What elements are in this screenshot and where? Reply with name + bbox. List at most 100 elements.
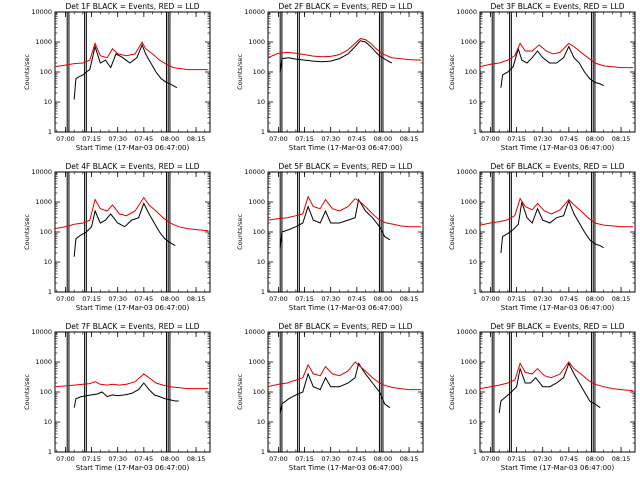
x-tick-label: 08:15 <box>400 135 419 143</box>
x-tick-label: 08:00 <box>374 295 393 303</box>
y-tick-label: 1 <box>48 448 52 456</box>
y-tick-label: 10000 <box>456 8 477 16</box>
x-tick-label: 07:00 <box>481 455 500 463</box>
series-line-events <box>73 202 176 257</box>
x-tick-label: 07:15 <box>295 295 314 303</box>
y-axis-label: Counts/sec <box>23 54 31 90</box>
x-tick-label: 07:00 <box>481 135 500 143</box>
x-tick-label: 08:00 <box>374 135 393 143</box>
series-line-lld <box>55 40 209 71</box>
x-axis-label: Start Time (17-Mar-03 06:47:00) <box>501 144 615 152</box>
x-tick-label: 08:15 <box>612 135 631 143</box>
series-line-events <box>498 362 601 414</box>
series-line-events <box>500 45 604 88</box>
y-tick-label: 10 <box>44 258 52 266</box>
detector-panel: Det 6F BLACK = Events, RED = LLD 1 10 100 10… <box>448 162 636 312</box>
x-tick-label: 07:45 <box>347 135 366 143</box>
panel-title: Det 4F BLACK = Events, RED = LLD <box>66 162 200 171</box>
y-tick-label: 100 <box>253 388 265 396</box>
x-tick-label: 08:15 <box>400 295 419 303</box>
plot-frame <box>54 331 211 453</box>
y-tick-label: 10 <box>469 418 477 426</box>
detector-panel: Det 7F BLACK = Events, RED = LLD 1 10 100 10… <box>23 322 211 472</box>
x-tick-label: 07:30 <box>321 295 340 303</box>
detector-panel: Det 4F BLACK = Events, RED = LLD 1 10 100 10… <box>23 162 211 312</box>
x-axis-label: Start Time (17-Mar-03 06:47:00) <box>289 304 403 312</box>
y-tick-label: 10000 <box>456 168 477 176</box>
detector-panel: Det 9F BLACK = Events, RED = LLD 1 10 100 10… <box>448 322 636 472</box>
plot-frame <box>479 331 636 453</box>
panel-title: Det 3F BLACK = Events, RED = LLD <box>491 2 625 11</box>
x-tick-label: 07:15 <box>82 455 101 463</box>
x-axis-label: Start Time (17-Mar-03 06:47:00) <box>76 464 190 472</box>
y-tick-label: 1000 <box>460 38 477 46</box>
x-tick-label: 07:30 <box>108 455 127 463</box>
y-tick-label: 1 <box>48 128 52 136</box>
series-line-lld <box>480 42 634 69</box>
series-line-lld <box>55 373 209 390</box>
x-tick-label: 08:15 <box>612 455 631 463</box>
x-tick-label: 08:00 <box>586 295 605 303</box>
x-tick-label: 07:00 <box>56 135 75 143</box>
x-tick-label: 07:45 <box>347 295 366 303</box>
y-tick-label: 10 <box>257 418 265 426</box>
x-tick-label: 07:45 <box>559 135 578 143</box>
y-tick-label: 10000 <box>456 328 477 336</box>
x-tick-label: 07:15 <box>82 135 101 143</box>
x-tick-label: 07:15 <box>507 135 526 143</box>
y-tick-label: 10000 <box>244 8 265 16</box>
x-tick-label: 07:45 <box>134 295 153 303</box>
x-axis-label: Start Time (17-Mar-03 06:47:00) <box>76 304 190 312</box>
y-axis-label: Counts/sec <box>236 54 244 90</box>
y-tick-label: 100 <box>40 228 52 236</box>
series-line-lld <box>268 38 422 61</box>
y-axis-label: Counts/sec <box>23 374 31 410</box>
x-tick-label: 08:15 <box>612 295 631 303</box>
plot-frame <box>479 11 636 133</box>
detector-panel: Det 3F BLACK = Events, RED = LLD 1 10 100 10… <box>448 2 636 152</box>
y-tick-label: 10 <box>44 98 52 106</box>
panel-title: Det 8F BLACK = Events, RED = LLD <box>279 322 413 331</box>
x-tick-label: 07:45 <box>559 295 578 303</box>
x-tick-label: 07:45 <box>347 455 366 463</box>
y-tick-label: 100 <box>465 388 477 396</box>
y-tick-label: 10 <box>469 98 477 106</box>
y-axis-label: Counts/sec <box>236 214 244 250</box>
y-tick-label: 10000 <box>31 8 52 16</box>
x-tick-label: 07:15 <box>507 295 526 303</box>
x-tick-label: 07:15 <box>82 295 101 303</box>
y-tick-label: 1 <box>48 288 52 296</box>
x-tick-label: 07:00 <box>56 455 75 463</box>
y-axis-label: Counts/sec <box>23 214 31 250</box>
y-tick-label: 10000 <box>31 168 52 176</box>
x-tick-label: 07:15 <box>295 455 314 463</box>
panel-title: Det 6F BLACK = Events, RED = LLD <box>491 162 625 171</box>
x-tick-label: 07:30 <box>321 135 340 143</box>
panel-title: Det 5F BLACK = Events, RED = LLD <box>279 162 413 171</box>
y-tick-label: 10000 <box>31 328 52 336</box>
y-tick-label: 1 <box>261 128 265 136</box>
x-tick-label: 07:00 <box>269 295 288 303</box>
x-tick-label: 08:00 <box>374 455 393 463</box>
x-tick-label: 07:15 <box>507 455 526 463</box>
y-tick-label: 10000 <box>244 168 265 176</box>
x-tick-label: 07:00 <box>269 135 288 143</box>
detector-panel: Det 5F BLACK = Events, RED = LLD 1 10 100 10… <box>236 162 424 312</box>
panel-title: Det 7F BLACK = Events, RED = LLD <box>66 322 200 331</box>
y-tick-label: 10 <box>469 258 477 266</box>
x-tick-label: 07:00 <box>269 455 288 463</box>
series-line-lld <box>480 197 634 228</box>
x-tick-label: 07:00 <box>56 295 75 303</box>
y-tick-label: 100 <box>465 68 477 76</box>
y-tick-label: 1000 <box>35 38 52 46</box>
x-tick-label: 08:00 <box>161 135 180 143</box>
detector-panel: Det 1F BLACK = Events, RED = LLD 1 10 100 10… <box>23 2 211 152</box>
x-tick-label: 07:45 <box>134 135 153 143</box>
y-tick-label: 1 <box>473 128 477 136</box>
plot-frame <box>267 331 424 453</box>
plot-frame <box>54 11 211 133</box>
x-axis-label: Start Time (17-Mar-03 06:47:00) <box>501 304 615 312</box>
x-tick-label: 07:30 <box>108 295 127 303</box>
x-tick-label: 07:30 <box>321 455 340 463</box>
